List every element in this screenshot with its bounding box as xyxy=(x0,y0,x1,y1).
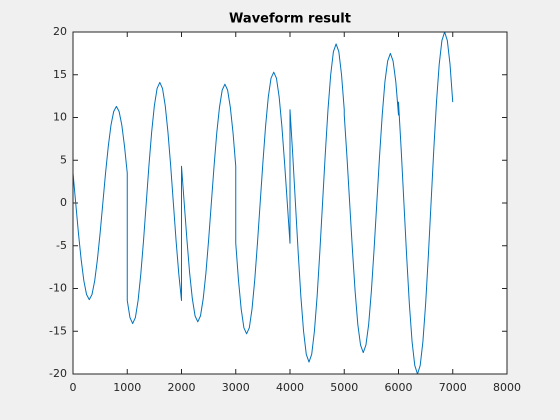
x-tick-label: 3000 xyxy=(222,381,250,394)
y-tick-label: 5 xyxy=(60,153,67,166)
x-tick-label: 2000 xyxy=(168,381,196,394)
chart-title: Waveform result xyxy=(229,12,351,27)
y-tick-label: -10 xyxy=(49,282,67,295)
axes-box xyxy=(72,31,508,375)
y-tick-label: 0 xyxy=(60,196,67,209)
x-tick-label: 6000 xyxy=(385,381,413,394)
y-tick-label: -20 xyxy=(49,367,67,380)
y-tick-label: 10 xyxy=(53,111,67,124)
x-tick-label: 0 xyxy=(70,381,77,394)
x-tick-label: 5000 xyxy=(330,381,358,394)
y-tick-label: -5 xyxy=(56,239,67,252)
y-tick-label: 20 xyxy=(53,25,67,38)
x-tick-label: 7000 xyxy=(439,381,467,394)
x-tick-label: 4000 xyxy=(276,381,304,394)
y-tick-label: -15 xyxy=(49,324,67,337)
x-tick-label: 8000 xyxy=(493,381,521,394)
line-series xyxy=(72,31,454,375)
y-tick-label: 15 xyxy=(53,68,67,81)
x-tick-label: 1000 xyxy=(113,381,141,394)
